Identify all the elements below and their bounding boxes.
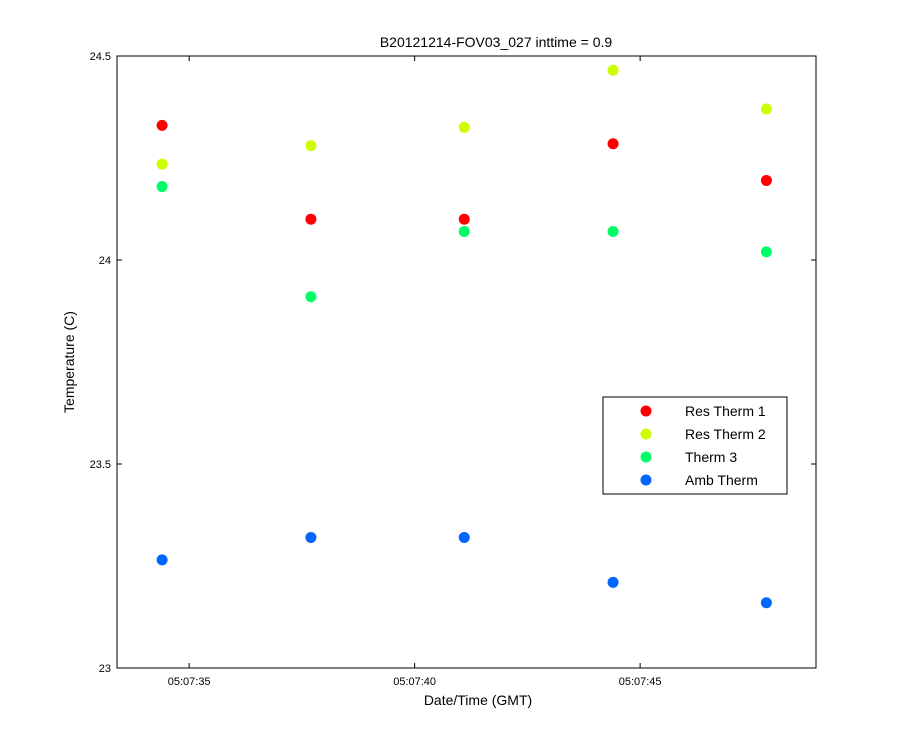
data-point-therm-3 bbox=[760, 246, 772, 258]
data-points bbox=[156, 64, 772, 609]
data-point-amb-therm bbox=[458, 531, 470, 543]
axes: 23 23.5 24 24.5 05:07:35 05:07:40 05:07:45 bbox=[90, 51, 817, 688]
data-point-res-therm-2 bbox=[458, 121, 470, 133]
legend-marker bbox=[640, 474, 652, 486]
y-tick-label: 23.5 bbox=[90, 459, 111, 471]
data-point-amb-therm bbox=[760, 597, 772, 609]
data-point-res-therm-2 bbox=[305, 140, 317, 152]
x-tick-label: 05:07:45 bbox=[619, 676, 662, 688]
legend-marker bbox=[640, 405, 652, 417]
legend-label: Therm 3 bbox=[685, 449, 737, 465]
data-point-therm-3 bbox=[156, 181, 168, 193]
chart-title: B20121214-FOV03_027 inttime = 0.9 bbox=[380, 34, 613, 50]
legend-marker bbox=[640, 451, 652, 463]
x-tick-label: 05:07:40 bbox=[393, 676, 436, 688]
x-axis-title: Date/Time (GMT) bbox=[424, 692, 532, 708]
y-tick-label: 23 bbox=[99, 663, 111, 675]
data-point-res-therm-2 bbox=[156, 158, 168, 170]
data-point-res-therm-1 bbox=[607, 138, 619, 150]
y-tick-label: 24 bbox=[99, 255, 111, 267]
plot-area-frame bbox=[116, 55, 817, 669]
data-point-res-therm-2 bbox=[607, 64, 619, 76]
y-tick-label: 24.5 bbox=[90, 51, 111, 63]
data-point-res-therm-1 bbox=[305, 213, 317, 225]
data-point-amb-therm bbox=[156, 554, 168, 566]
data-point-res-therm-1 bbox=[156, 119, 168, 131]
y-axis-title: Temperature (C) bbox=[61, 311, 77, 413]
data-point-therm-3 bbox=[607, 225, 619, 237]
data-point-therm-3 bbox=[458, 225, 470, 237]
legend-label: Res Therm 2 bbox=[685, 426, 766, 442]
x-tick-label: 05:07:35 bbox=[168, 676, 211, 688]
legend-label: Res Therm 1 bbox=[685, 403, 766, 419]
legend-label: Amb Therm bbox=[685, 472, 758, 488]
legend-marker bbox=[640, 428, 652, 440]
data-point-therm-3 bbox=[305, 291, 317, 303]
legend: Res Therm 1 Res Therm 2 Therm 3 Amb Therm bbox=[602, 396, 788, 495]
data-point-res-therm-1 bbox=[458, 213, 470, 225]
legend-box bbox=[602, 396, 788, 495]
data-point-amb-therm bbox=[607, 576, 619, 588]
data-point-amb-therm bbox=[305, 531, 317, 543]
data-point-res-therm-1 bbox=[760, 174, 772, 186]
data-point-res-therm-2 bbox=[760, 103, 772, 115]
